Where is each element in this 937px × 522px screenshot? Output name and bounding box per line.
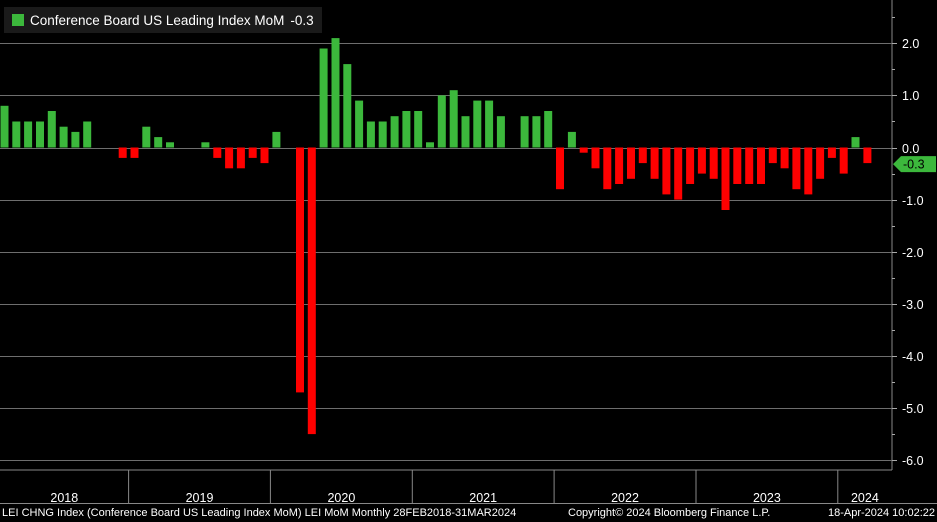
- bar: [296, 147, 304, 393]
- bar: [166, 142, 174, 148]
- footer-source: LEI CHNG Index (Conference Board US Lead…: [2, 507, 517, 519]
- bar: [544, 111, 553, 148]
- bar: [130, 147, 139, 158]
- bar: [627, 147, 635, 179]
- bar: [24, 121, 33, 148]
- bar: [697, 147, 706, 174]
- bar: [816, 147, 825, 179]
- bar: [319, 48, 328, 148]
- last-value-marker: [893, 156, 936, 173]
- legend-label: Conference Board US Leading Index MoM: [30, 12, 285, 28]
- x-year-label: 2021: [469, 491, 497, 505]
- bar: [851, 137, 860, 148]
- bar: [721, 147, 730, 210]
- bar: [225, 147, 234, 169]
- bar: [662, 147, 671, 195]
- x-year-label: 2022: [611, 491, 639, 505]
- bar: [331, 38, 340, 148]
- footer-timestamp: 18-Apr-2024 10:02:22: [827, 507, 935, 519]
- bar: [248, 147, 257, 158]
- bar: [520, 116, 529, 148]
- bar: [154, 137, 163, 148]
- bar: [378, 121, 387, 148]
- bar: [768, 147, 777, 164]
- bar: [839, 147, 848, 174]
- y-tick-label: -2.0: [902, 246, 924, 260]
- footer: LEI CHNG Index (Conference Board US Lead…: [0, 504, 937, 522]
- bar: [461, 116, 470, 148]
- y-tick-label: -6.0: [902, 454, 924, 468]
- bar: [201, 142, 210, 148]
- bar: [0, 105, 9, 148]
- bar: [449, 90, 458, 148]
- last-value-label: -0.3: [903, 158, 925, 172]
- bar: [402, 111, 411, 148]
- bar: [650, 147, 659, 179]
- bar: [390, 116, 399, 148]
- x-year-label: 2024: [851, 491, 879, 505]
- x-year-label: 2020: [327, 491, 355, 505]
- bar: [12, 121, 21, 148]
- bar: [579, 147, 588, 153]
- bar: [757, 147, 765, 184]
- bar: [47, 111, 56, 148]
- bar: [366, 121, 375, 148]
- legend-last-value: -0.3: [290, 12, 314, 28]
- x-year-label: 2018: [50, 491, 78, 505]
- bar: [71, 131, 80, 148]
- bar: [567, 131, 576, 148]
- bar: [355, 100, 364, 148]
- y-tick-label: -4.0: [902, 350, 924, 364]
- bar: [780, 147, 789, 169]
- bar: [603, 147, 612, 190]
- bar: [674, 147, 683, 200]
- bar: [213, 147, 222, 158]
- bar: [804, 147, 813, 195]
- y-tick-label: -5.0: [902, 402, 924, 416]
- bar: [532, 116, 541, 148]
- bar: [863, 147, 872, 164]
- x-year-label: 2019: [186, 491, 214, 505]
- bar: [236, 147, 245, 169]
- bar: [827, 147, 836, 158]
- bar: [709, 147, 718, 179]
- bar: [485, 100, 494, 148]
- bar: [260, 147, 269, 164]
- bar: [414, 111, 423, 148]
- y-tick-label: 1.0: [902, 89, 919, 103]
- y-tick-label: 2.0: [902, 37, 919, 51]
- y-tick-label: -1.0: [902, 194, 924, 208]
- bar: [473, 100, 482, 148]
- bar: [59, 126, 68, 148]
- footer-copyright: Copyright© 2024 Bloomberg Finance L.P.: [568, 507, 771, 519]
- y-tick-label: -3.0: [902, 298, 924, 312]
- y-tick-label: 0.0: [902, 142, 919, 156]
- bar: [638, 147, 647, 164]
- bar: [426, 142, 434, 148]
- bar: [83, 121, 92, 148]
- bar: [307, 147, 316, 435]
- bar: [556, 147, 564, 190]
- legend-swatch: [12, 14, 24, 26]
- bar: [496, 116, 505, 148]
- bar: [686, 147, 695, 184]
- x-year-label: 2023: [753, 491, 781, 505]
- legend: Conference Board US Leading Index MoM -0…: [4, 7, 322, 33]
- bar: [142, 126, 151, 148]
- bar: [437, 95, 446, 148]
- bar: [591, 147, 600, 169]
- bar: [272, 131, 281, 148]
- bar: [792, 147, 801, 190]
- bar: [343, 64, 352, 148]
- bar: [615, 147, 624, 184]
- bar: [733, 147, 742, 184]
- bar: [36, 121, 44, 148]
- bar: [745, 147, 754, 184]
- bar: [118, 147, 127, 158]
